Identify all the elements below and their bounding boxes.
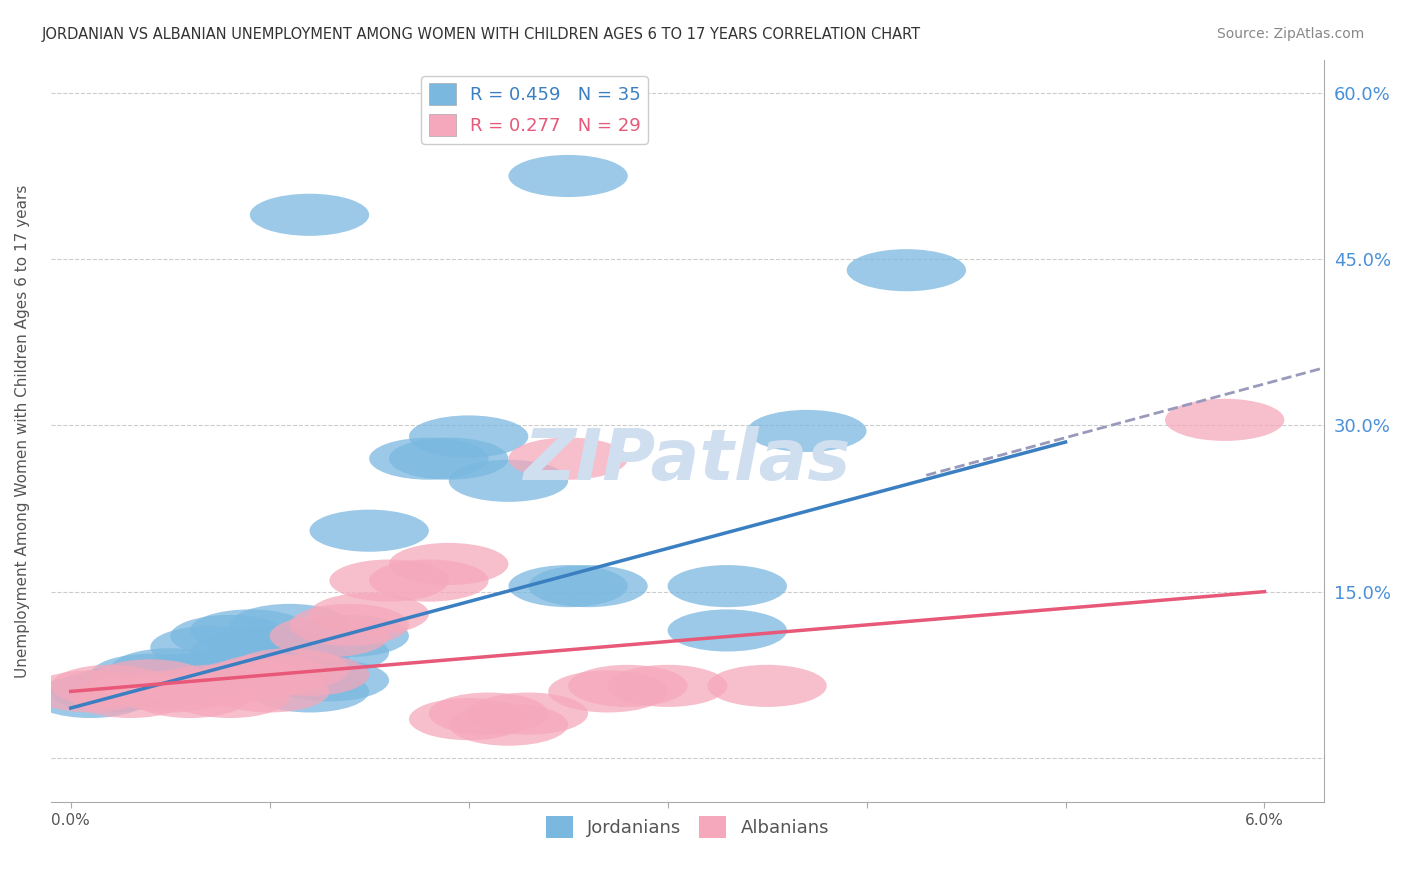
Ellipse shape bbox=[509, 438, 628, 480]
Ellipse shape bbox=[209, 648, 329, 690]
Ellipse shape bbox=[370, 438, 488, 480]
Ellipse shape bbox=[1166, 399, 1284, 441]
Text: ZIPatlas: ZIPatlas bbox=[524, 426, 851, 495]
Ellipse shape bbox=[209, 654, 329, 696]
Ellipse shape bbox=[51, 665, 170, 707]
Ellipse shape bbox=[231, 648, 349, 690]
Ellipse shape bbox=[409, 698, 529, 740]
Ellipse shape bbox=[290, 615, 409, 657]
Ellipse shape bbox=[70, 665, 190, 707]
Ellipse shape bbox=[190, 659, 309, 701]
Ellipse shape bbox=[111, 648, 231, 690]
Ellipse shape bbox=[270, 632, 389, 673]
Y-axis label: Unemployment Among Women with Children Ages 6 to 17 years: Unemployment Among Women with Children A… bbox=[15, 185, 30, 678]
Ellipse shape bbox=[90, 659, 209, 701]
Ellipse shape bbox=[529, 565, 648, 607]
Ellipse shape bbox=[370, 559, 488, 601]
Ellipse shape bbox=[250, 671, 370, 713]
Ellipse shape bbox=[409, 416, 529, 458]
Ellipse shape bbox=[231, 637, 349, 679]
Ellipse shape bbox=[309, 593, 429, 635]
Ellipse shape bbox=[389, 543, 509, 585]
Ellipse shape bbox=[90, 659, 209, 701]
Ellipse shape bbox=[51, 671, 170, 713]
Ellipse shape bbox=[329, 559, 449, 601]
Legend: Jordanians, Albanians: Jordanians, Albanians bbox=[538, 809, 837, 846]
Ellipse shape bbox=[31, 676, 150, 718]
Ellipse shape bbox=[607, 665, 727, 707]
Ellipse shape bbox=[31, 671, 150, 713]
Ellipse shape bbox=[270, 659, 389, 701]
Ellipse shape bbox=[150, 626, 270, 668]
Text: Source: ZipAtlas.com: Source: ZipAtlas.com bbox=[1216, 27, 1364, 41]
Ellipse shape bbox=[70, 676, 190, 718]
Ellipse shape bbox=[150, 665, 270, 707]
Ellipse shape bbox=[209, 626, 329, 668]
Ellipse shape bbox=[429, 692, 548, 735]
Ellipse shape bbox=[131, 654, 250, 696]
Ellipse shape bbox=[111, 671, 231, 713]
Ellipse shape bbox=[131, 676, 250, 718]
Ellipse shape bbox=[747, 409, 866, 452]
Ellipse shape bbox=[190, 632, 309, 673]
Ellipse shape bbox=[170, 615, 290, 657]
Ellipse shape bbox=[170, 676, 290, 718]
Ellipse shape bbox=[150, 654, 270, 696]
Ellipse shape bbox=[111, 665, 231, 707]
Ellipse shape bbox=[270, 615, 389, 657]
Ellipse shape bbox=[309, 509, 429, 552]
Ellipse shape bbox=[668, 565, 787, 607]
Text: JORDANIAN VS ALBANIAN UNEMPLOYMENT AMONG WOMEN WITH CHILDREN AGES 6 TO 17 YEARS : JORDANIAN VS ALBANIAN UNEMPLOYMENT AMONG… bbox=[42, 27, 921, 42]
Ellipse shape bbox=[290, 604, 409, 646]
Ellipse shape bbox=[190, 609, 309, 651]
Ellipse shape bbox=[209, 671, 329, 713]
Ellipse shape bbox=[668, 609, 787, 651]
Ellipse shape bbox=[389, 438, 509, 480]
Ellipse shape bbox=[568, 665, 688, 707]
Ellipse shape bbox=[468, 692, 588, 735]
Ellipse shape bbox=[90, 654, 209, 696]
Ellipse shape bbox=[707, 665, 827, 707]
Ellipse shape bbox=[449, 459, 568, 502]
Ellipse shape bbox=[250, 654, 370, 696]
Ellipse shape bbox=[250, 654, 370, 696]
Ellipse shape bbox=[548, 671, 668, 713]
Ellipse shape bbox=[449, 704, 568, 746]
Ellipse shape bbox=[509, 565, 628, 607]
Ellipse shape bbox=[846, 249, 966, 292]
Ellipse shape bbox=[231, 604, 349, 646]
Ellipse shape bbox=[509, 155, 628, 197]
Ellipse shape bbox=[250, 194, 370, 235]
